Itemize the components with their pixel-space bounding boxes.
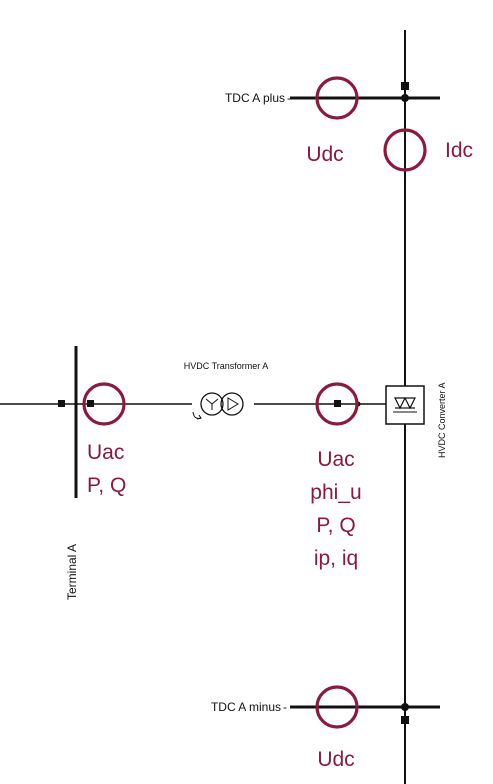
terminal-breaker-left [58,400,65,407]
transformer-icon [192,392,244,420]
terminal-breaker-right [87,400,94,407]
converter-uac-text: Uac [317,448,354,471]
converter-label: HVDC Converter A [437,382,447,458]
idc-text: Idc [445,139,473,162]
converter-icon [385,385,425,425]
tdc-plus-breaker [401,82,409,90]
udc-top-text: Udc [306,143,343,166]
tdc-minus-label: TDC A minus [211,700,281,714]
converter-ipiq-text: ip, iq [314,547,358,570]
tdc-plus-node [401,94,409,102]
tdc-minus-node [401,703,409,711]
terminal-uac-marker [82,382,126,426]
converter-phi-text: phi_u [310,481,361,504]
udc-bottom-marker [315,685,359,729]
transformer-label: HVDC Transformer A [184,361,269,371]
converter-ac-marker [315,382,359,426]
tdc-plus-dash: - [287,91,291,105]
tdc-plus-label: TDC A plus [225,91,285,105]
converter-pq-text: P, Q [316,514,355,537]
idc-marker [383,128,427,172]
tdc-minus-dash: - [283,700,287,714]
terminal-a-label: Terminal A [65,544,79,600]
terminal-uac-text: Uac [87,441,124,464]
tdc-minus-breaker [401,716,409,724]
terminal-pq-text: P, Q [87,474,126,497]
converter-ac-breaker [334,400,341,407]
udc-bottom-text: Udc [317,748,354,771]
udc-top-marker [315,76,359,120]
